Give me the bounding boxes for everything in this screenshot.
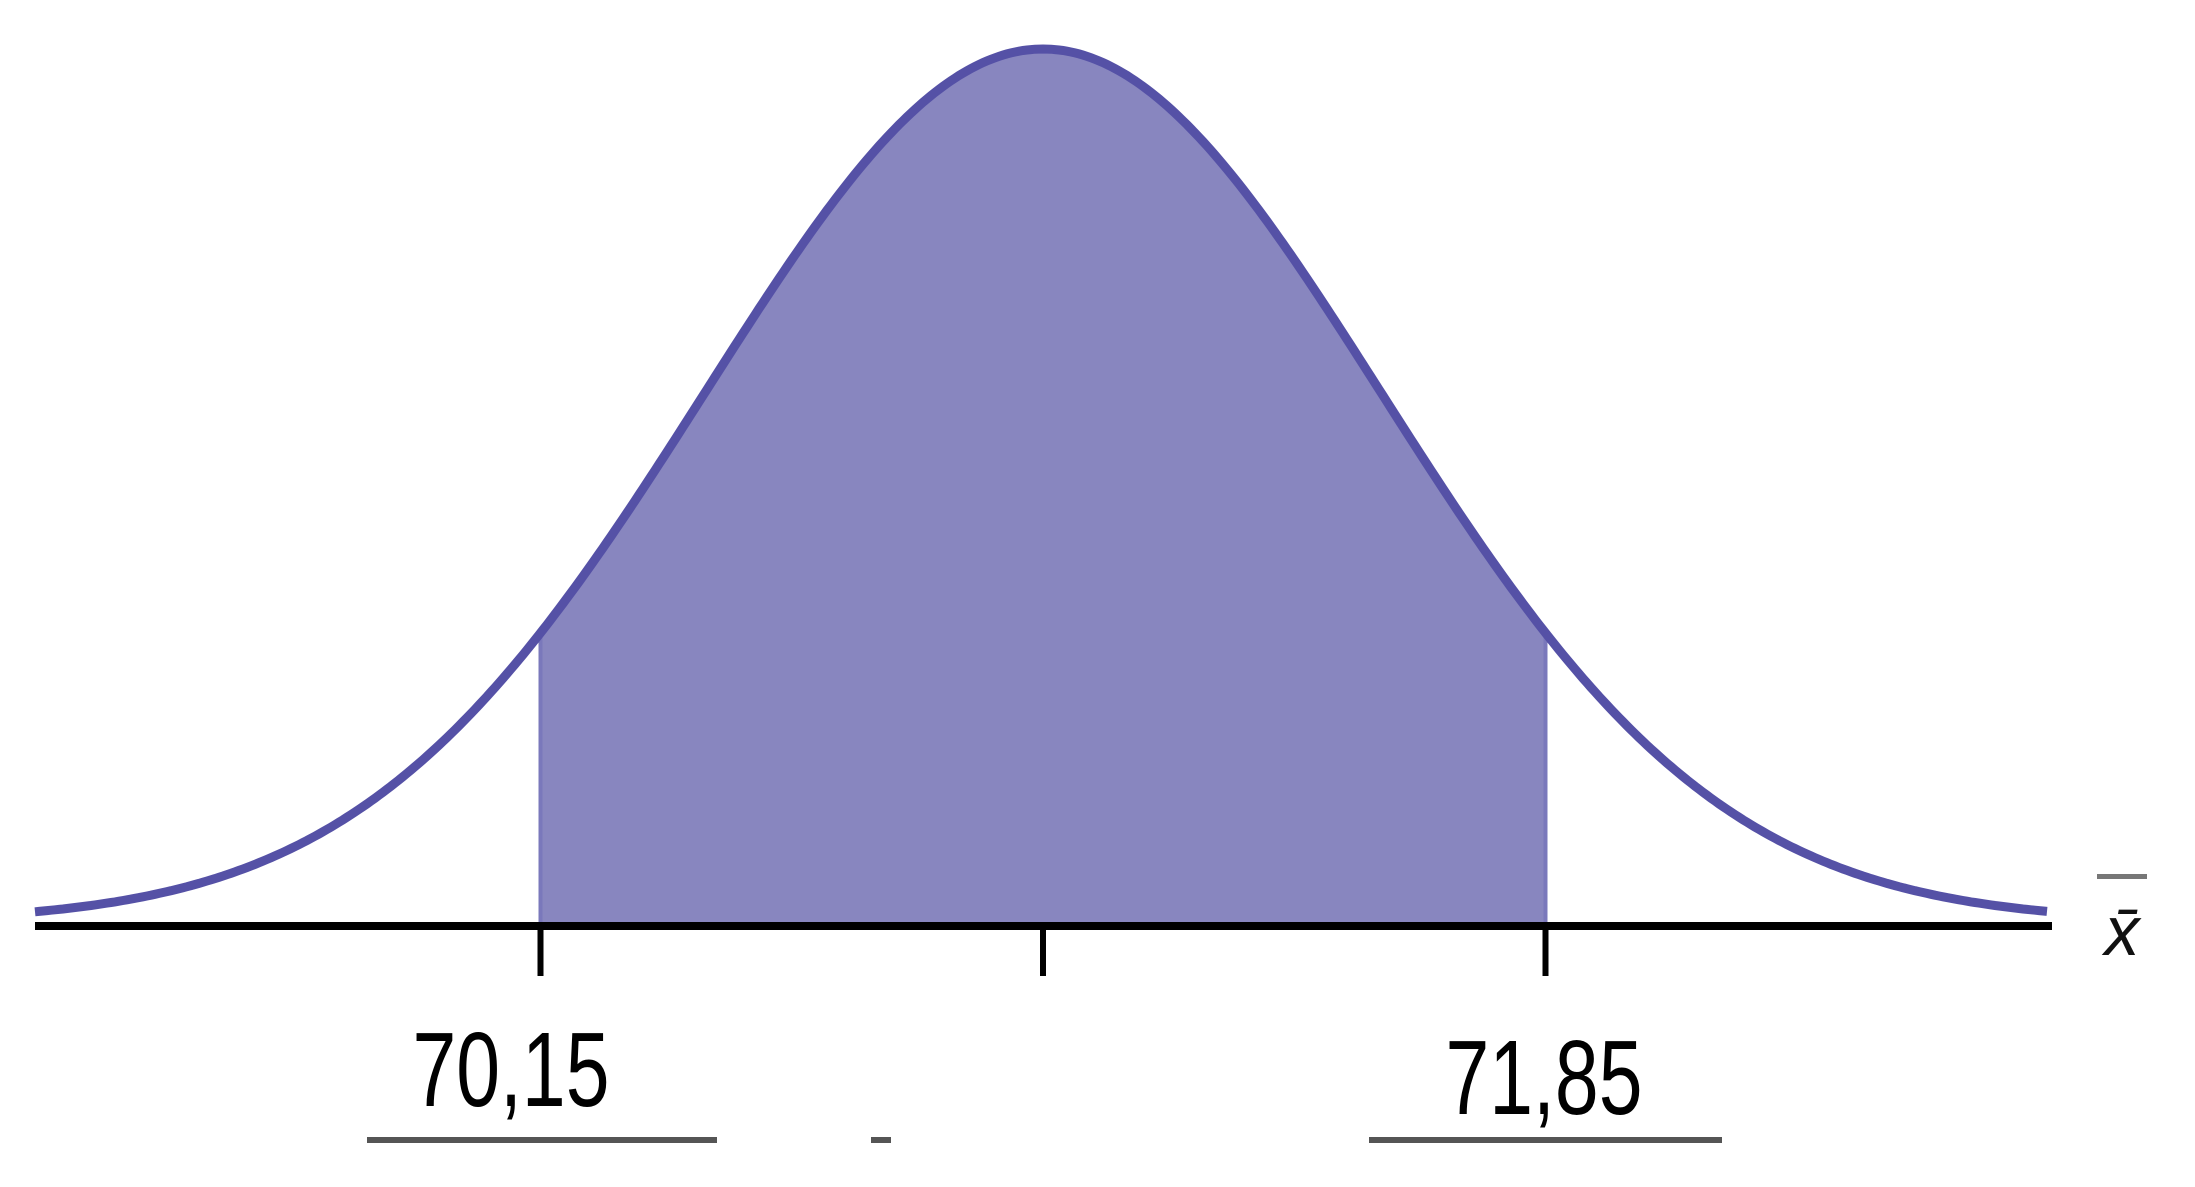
tick-label-right: 71,85 [1446,1019,1643,1137]
answer-underline-left [367,1137,717,1143]
x-bar-overline [2097,874,2147,879]
shaded-area [540,49,1546,922]
x-axis-label: x̄ [2102,892,2143,970]
density-curve [34,44,2048,917]
answer-underline-middle [871,1137,891,1143]
answer-underline-right [1369,1137,1722,1143]
tick-label-left: 70,15 [413,1011,610,1129]
